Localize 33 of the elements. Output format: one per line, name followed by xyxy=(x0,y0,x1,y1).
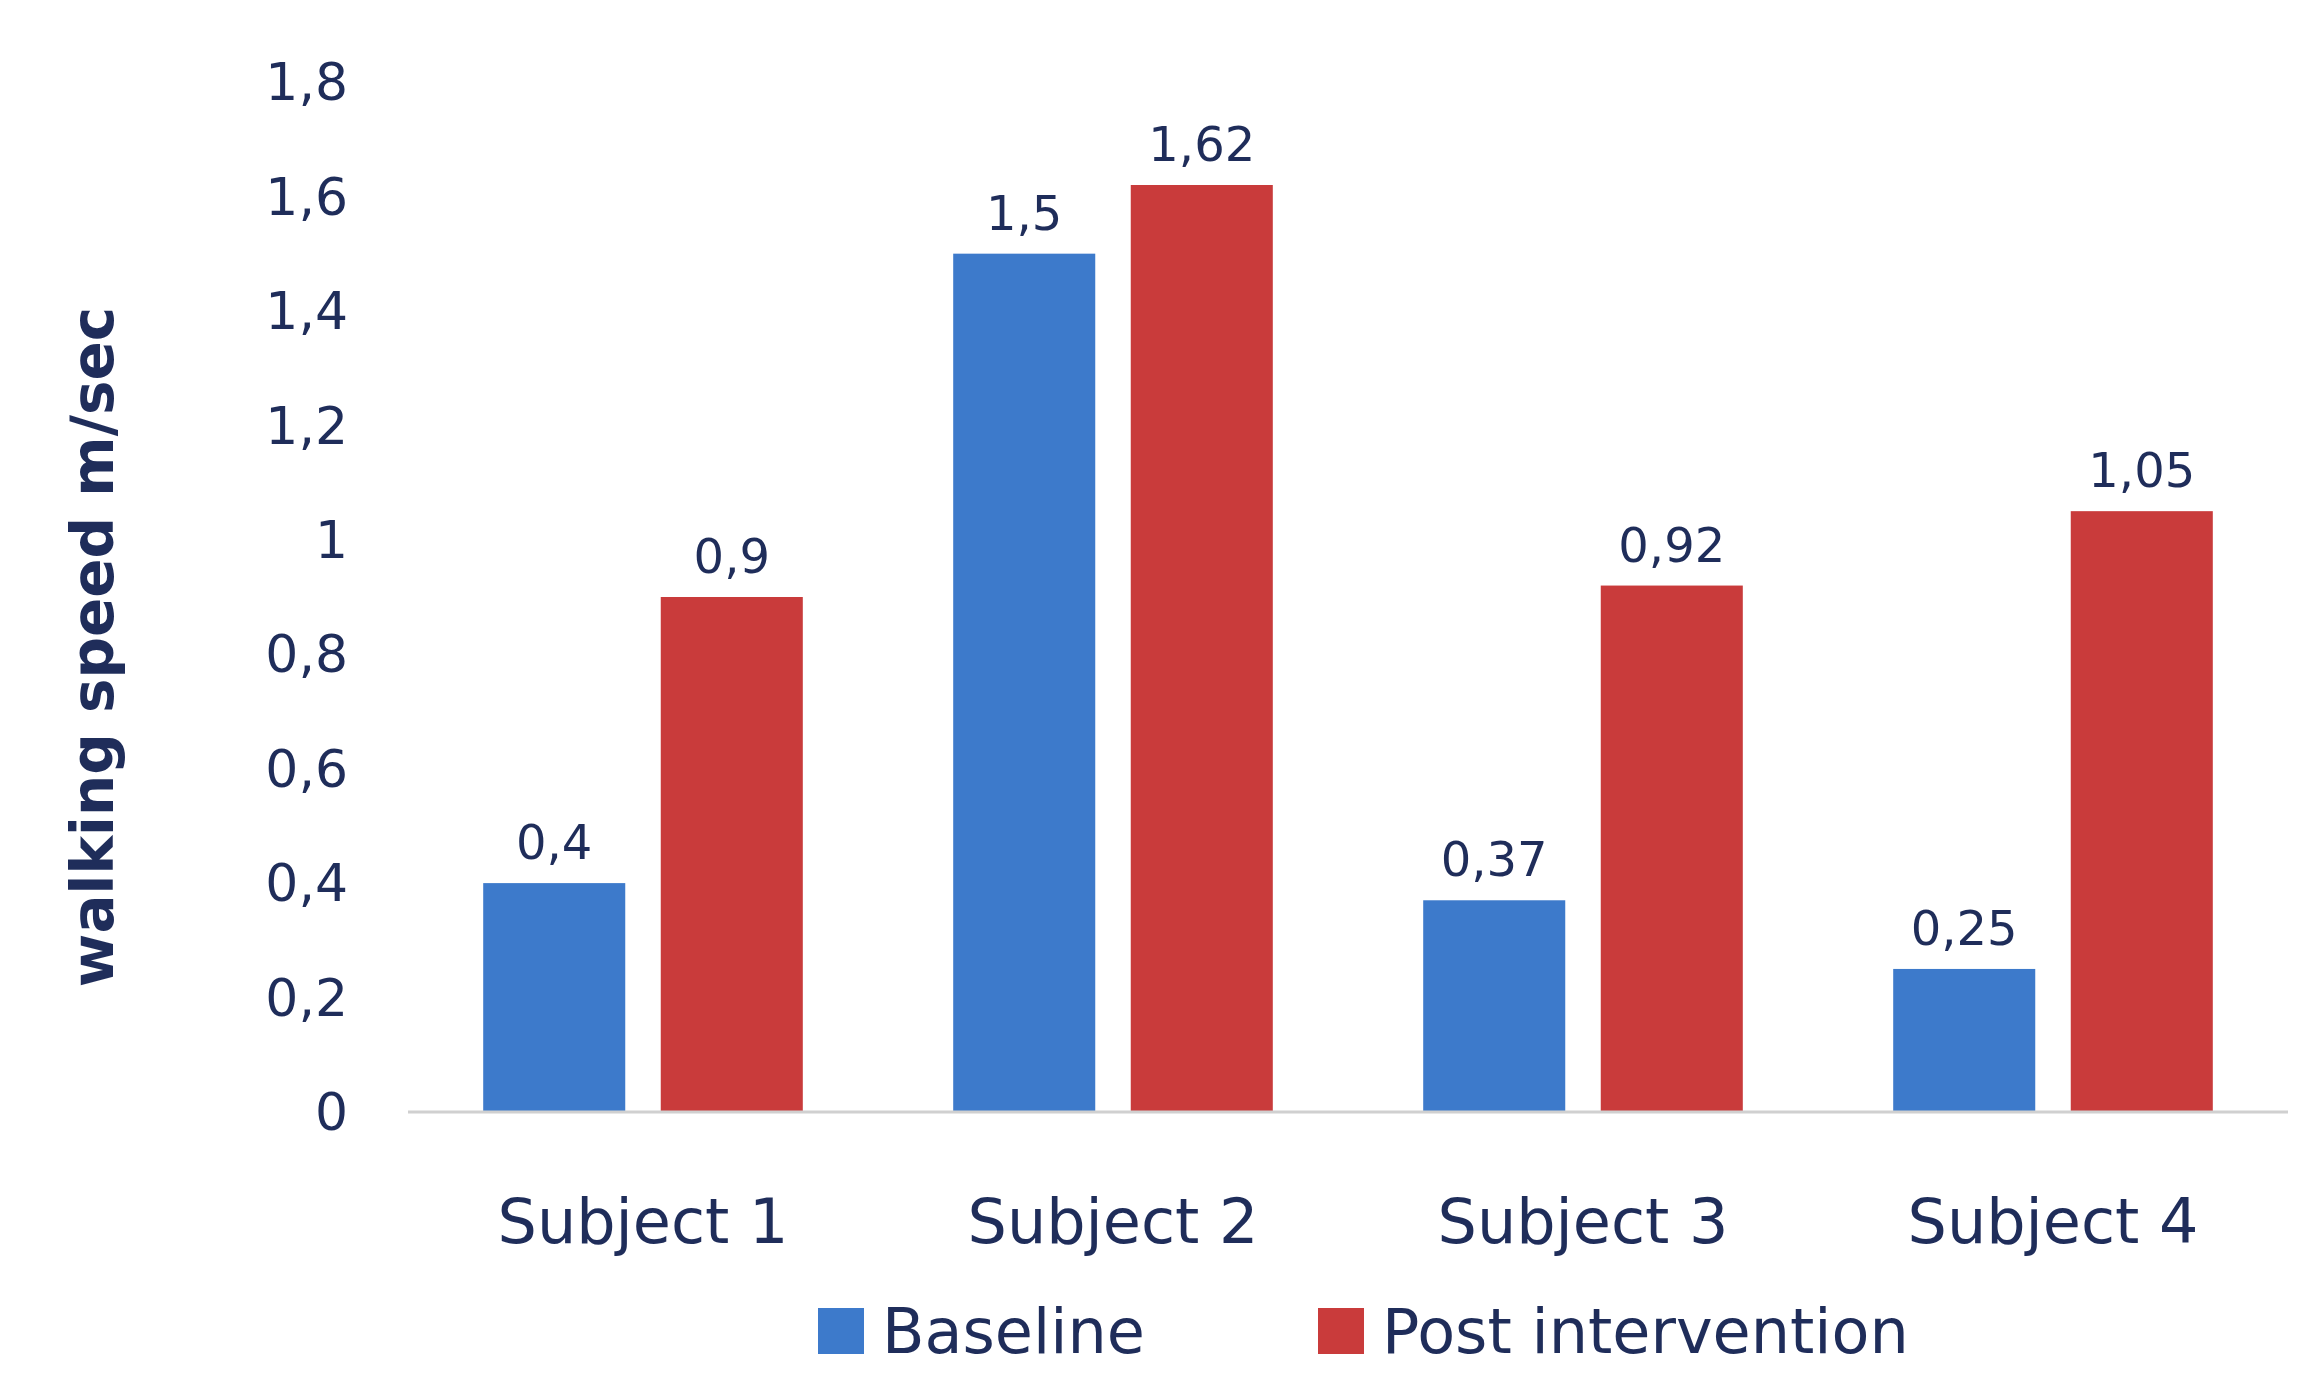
data-label: 1,05 xyxy=(2088,442,2196,499)
y-tick-label: 0,6 xyxy=(265,738,348,799)
y-tick-label: 0 xyxy=(314,1082,348,1143)
data-label: 1,5 xyxy=(986,184,1063,241)
x-tick-label: Subject 3 xyxy=(1437,1185,1729,1258)
data-label: 0,9 xyxy=(693,528,770,584)
y-tick-label: 0,2 xyxy=(265,967,348,1028)
y-tick-label: 1 xyxy=(314,509,348,570)
y-tick-label: 1,2 xyxy=(265,395,348,456)
x-tick-label: Subject 1 xyxy=(497,1185,789,1258)
y-tick-label: 0,8 xyxy=(265,624,348,685)
y-tick-label: 1,8 xyxy=(265,52,348,113)
y-tick-label: 1,6 xyxy=(265,166,348,227)
y-axis-title: walking speed m/sec xyxy=(59,306,127,988)
bar xyxy=(1600,585,1743,1112)
x-tick-label: Subject 2 xyxy=(967,1185,1259,1258)
bar xyxy=(953,253,1096,1112)
bar xyxy=(483,883,626,1112)
y-tick-label: 0,4 xyxy=(265,853,348,914)
y-tick-label: 1,4 xyxy=(265,281,348,342)
bar xyxy=(2070,511,2213,1112)
bar xyxy=(1893,968,2036,1112)
data-label: 0,4 xyxy=(516,814,593,871)
x-tick-label: Subject 4 xyxy=(1907,1185,2199,1258)
data-label: 0,37 xyxy=(1440,831,1548,888)
bar xyxy=(1423,900,1566,1112)
data-label: 1,62 xyxy=(1148,116,1256,172)
legend-label: Post intervention xyxy=(1382,1295,1909,1368)
data-label: 0,25 xyxy=(1910,899,2018,956)
bar xyxy=(1130,185,1273,1112)
bar xyxy=(660,597,803,1112)
legend-label: Baseline xyxy=(882,1295,1145,1368)
data-label: 0,92 xyxy=(1618,516,1726,573)
